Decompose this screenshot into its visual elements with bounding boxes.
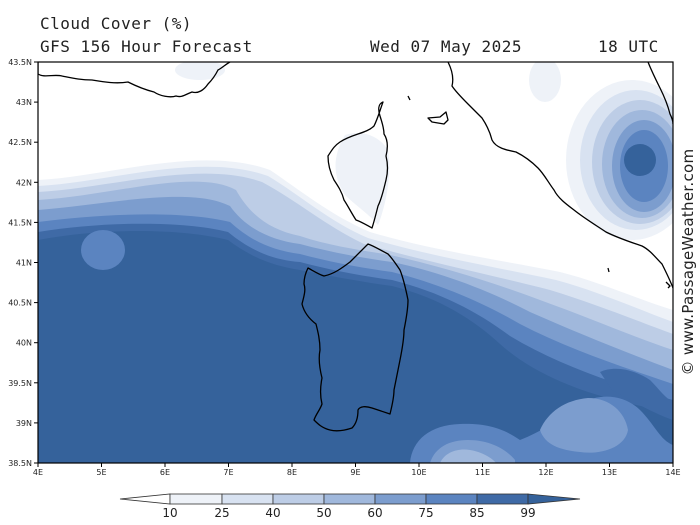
watermark: © www.PassageWeather.com — [678, 62, 698, 462]
legend-swatch — [476, 493, 529, 505]
lat-label: 42.5N — [8, 138, 32, 147]
cloud-band-99 — [38, 231, 673, 463]
legend-arrow-right — [527, 493, 581, 505]
lon-label: 4E — [33, 468, 43, 477]
lat-label: 38.5N — [8, 459, 32, 468]
island-elba — [427, 111, 449, 125]
lat-label: 39N — [16, 419, 32, 428]
lat-label: 42N — [16, 178, 32, 187]
map-title: Cloud Cover (%) — [40, 14, 192, 33]
cloud-cover-legend: 10 25 40 50 60 75 85 99 — [119, 493, 581, 520]
sardinia — [301, 243, 409, 432]
cloud-patch-west — [81, 230, 125, 270]
cloud-patch-se — [540, 398, 628, 453]
lon-label: 5E — [96, 468, 106, 477]
corsica-cloud — [335, 132, 390, 225]
legend-tick-label: 99 — [520, 506, 535, 520]
legend-tick-label: 85 — [469, 506, 484, 520]
cloud-field — [38, 62, 673, 463]
lon-label: 7E — [223, 468, 233, 477]
cloud-blob-east — [566, 80, 673, 240]
legend-tick-label: 25 — [214, 506, 229, 520]
lon-label: 10E — [411, 468, 426, 477]
coastline-france — [38, 62, 231, 98]
corsica — [327, 101, 389, 229]
legend-swatch — [323, 493, 376, 505]
cloud-patch-south-lighter — [440, 449, 496, 463]
lat-label: 39.5N — [8, 379, 32, 388]
cloud-patch-north — [529, 62, 561, 102]
legend-tick-label: 40 — [265, 506, 280, 520]
lat-label: 40.5N — [8, 299, 32, 308]
lat-label: 41N — [16, 259, 32, 268]
longitude-axis: 4E 5E 6E 7E 8E 9E 10E 11E 12E 13E 14E — [33, 463, 681, 477]
legend-arrow-left — [119, 493, 171, 505]
island-lipari — [665, 281, 671, 289]
coastline-calabria — [647, 62, 673, 125]
legend-tick-label: 50 — [316, 506, 331, 520]
cloud-patch-se-right — [600, 368, 673, 420]
forecast-date: Wed 07 May 2025 — [370, 37, 522, 56]
island-ponza — [607, 267, 610, 273]
legend-tick-label: 10 — [162, 506, 177, 520]
lat-label: 43.5N — [8, 58, 32, 67]
lon-label: 9E — [350, 468, 360, 477]
coastline-italy — [447, 62, 673, 289]
forecast-subtitle: GFS 156 Hour Forecast — [40, 37, 253, 56]
lat-label: 41.5N — [8, 218, 32, 227]
coastlines — [38, 62, 673, 432]
legend-tick-label: 75 — [418, 506, 433, 520]
lon-label: 13E — [602, 468, 617, 477]
lon-label: 12E — [538, 468, 553, 477]
lon-label: 11E — [475, 468, 490, 477]
legend-swatch — [221, 493, 274, 505]
forecast-time: 18 UTC — [598, 37, 659, 56]
legend-swatch — [425, 493, 478, 505]
legend-swatch — [374, 493, 427, 505]
lon-label: 14E — [665, 468, 680, 477]
lon-label: 8E — [287, 468, 297, 477]
island-capraia — [407, 95, 411, 101]
lon-label: 6E — [160, 468, 170, 477]
watermark-text: © www.PassageWeather.com — [679, 148, 697, 376]
lat-label: 43N — [16, 98, 32, 107]
latitude-axis: 43.5N 43N 42.5N 42N 41.5N 41N 40.5N 40N 39.5N 39N… — [8, 58, 38, 468]
legend-swatch — [272, 493, 325, 505]
legend-swatch — [169, 493, 223, 505]
lat-label: 40N — [16, 339, 32, 348]
legend-tick-label: 60 — [367, 506, 382, 520]
cloud-patch-northwest — [175, 62, 225, 80]
